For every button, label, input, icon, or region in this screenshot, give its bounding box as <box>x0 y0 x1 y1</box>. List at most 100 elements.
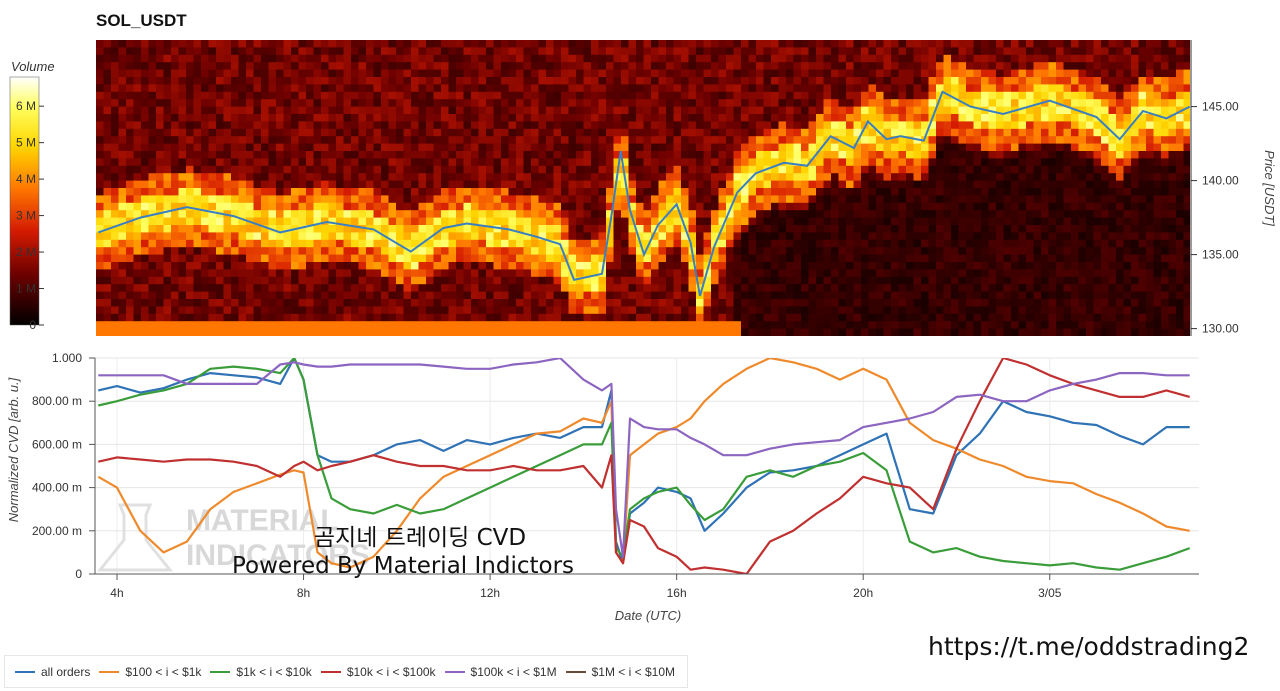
heatmap-cell <box>238 106 247 115</box>
heatmap-cell <box>321 232 329 241</box>
heatmap-cell <box>178 84 187 93</box>
heatmap-cell <box>928 284 937 292</box>
heatmap-cell <box>478 217 487 226</box>
heatmap-cell <box>741 232 749 241</box>
heatmap-cell <box>448 84 457 93</box>
heatmap-cell <box>193 114 202 122</box>
heatmap-cell <box>936 40 944 48</box>
heatmap-cell <box>786 158 794 167</box>
heatmap-cell <box>238 84 247 93</box>
heatmap-cell <box>868 99 877 107</box>
heatmap-cell <box>186 225 194 233</box>
heatmap-cell <box>261 195 269 204</box>
heatmap-cell <box>471 254 479 263</box>
heatmap-cell <box>778 321 787 329</box>
heatmap-cell <box>598 128 607 137</box>
heatmap-cell <box>696 77 704 85</box>
heatmap-cell <box>366 136 374 144</box>
heatmap-cell <box>621 143 629 152</box>
heatmap-cell <box>598 321 607 329</box>
heatmap-cell <box>418 306 427 315</box>
heatmap-cell <box>463 195 472 204</box>
heatmap-cell <box>838 151 847 159</box>
heatmap-cell <box>973 269 982 278</box>
heatmap-cell <box>636 188 644 196</box>
heatmap-cell <box>944 336 952 344</box>
heatmap-cell <box>681 254 689 263</box>
heatmap-cell <box>463 106 472 115</box>
heatmap-cell <box>193 99 202 107</box>
heatmap-cell <box>921 165 929 174</box>
heatmap-cell <box>103 217 112 226</box>
heatmap-cell <box>703 136 712 144</box>
heatmap-cell <box>591 284 599 292</box>
heatmap-cell <box>193 313 202 322</box>
heatmap-cell <box>501 128 509 137</box>
heatmap-cell <box>996 232 1004 241</box>
heatmap-cell <box>358 202 367 211</box>
heatmap-cell <box>838 165 847 174</box>
heatmap-cell <box>839 336 847 344</box>
heatmap-cell <box>486 91 494 100</box>
heatmap-cell <box>516 106 524 115</box>
heatmap-cell <box>606 47 614 56</box>
heatmap-cell <box>786 232 794 241</box>
heatmap-cell <box>216 284 224 292</box>
heatmap-cell <box>178 54 187 63</box>
heatmap-cell <box>546 180 554 189</box>
heatmap-cell <box>681 321 689 329</box>
heatmap-cell <box>96 106 104 115</box>
heatmap-cell <box>973 225 982 233</box>
heatmap-cell <box>598 143 607 152</box>
heatmap-cell <box>306 313 314 322</box>
heatmap-cell <box>171 284 179 292</box>
heatmap-cell <box>906 321 914 329</box>
heatmap-cell <box>328 106 337 115</box>
heatmap-cell <box>246 62 254 70</box>
heatmap-cell <box>441 336 449 344</box>
heatmap-cell <box>223 188 232 196</box>
heatmap-cell <box>583 158 592 167</box>
heatmap-cell <box>523 69 532 78</box>
heatmap-cell <box>231 284 239 292</box>
heatmap-cell <box>253 62 262 70</box>
heatmap-cell <box>666 121 674 130</box>
heatmap-cell <box>298 165 307 174</box>
heatmap-cell <box>621 54 629 63</box>
heatmap-cell <box>463 328 472 336</box>
heatmap-cell <box>876 276 884 285</box>
heatmap-cell <box>343 114 352 122</box>
heatmap-cell <box>688 276 697 285</box>
heatmap-cell <box>568 77 577 85</box>
heatmap-cell <box>733 232 742 241</box>
heatmap-cell <box>193 151 202 159</box>
heatmap-cell <box>201 239 209 248</box>
heatmap-cell <box>846 151 854 159</box>
heatmap-cell <box>456 254 464 263</box>
heatmap-cell <box>891 54 899 63</box>
heatmap-cell <box>418 114 427 122</box>
heatmap-cell <box>283 195 292 204</box>
heatmap-cell <box>448 217 457 226</box>
heatmap-cell <box>201 328 209 336</box>
heatmap-cell <box>433 47 442 56</box>
heatmap-cell <box>718 143 727 152</box>
heatmap-cell <box>801 121 809 130</box>
heatmap-cell <box>718 84 727 93</box>
heatmap-cell <box>396 254 404 263</box>
heatmap-cell <box>246 321 254 329</box>
heatmap-cell <box>748 313 757 322</box>
heatmap-cell <box>808 91 817 100</box>
heatmap-cell <box>336 306 344 315</box>
heatmap-cell <box>516 306 524 315</box>
heatmap-cell <box>508 77 517 85</box>
heatmap-cell <box>921 225 929 233</box>
heatmap-cell <box>471 121 479 130</box>
heatmap-cell <box>148 40 157 48</box>
heatmap-cell <box>508 128 517 137</box>
heatmap-cell <box>486 143 494 152</box>
heatmap-cell <box>118 217 127 226</box>
heatmap-cell <box>201 284 209 292</box>
heatmap-cells <box>96 40 1190 344</box>
heatmap-cell <box>636 128 644 137</box>
